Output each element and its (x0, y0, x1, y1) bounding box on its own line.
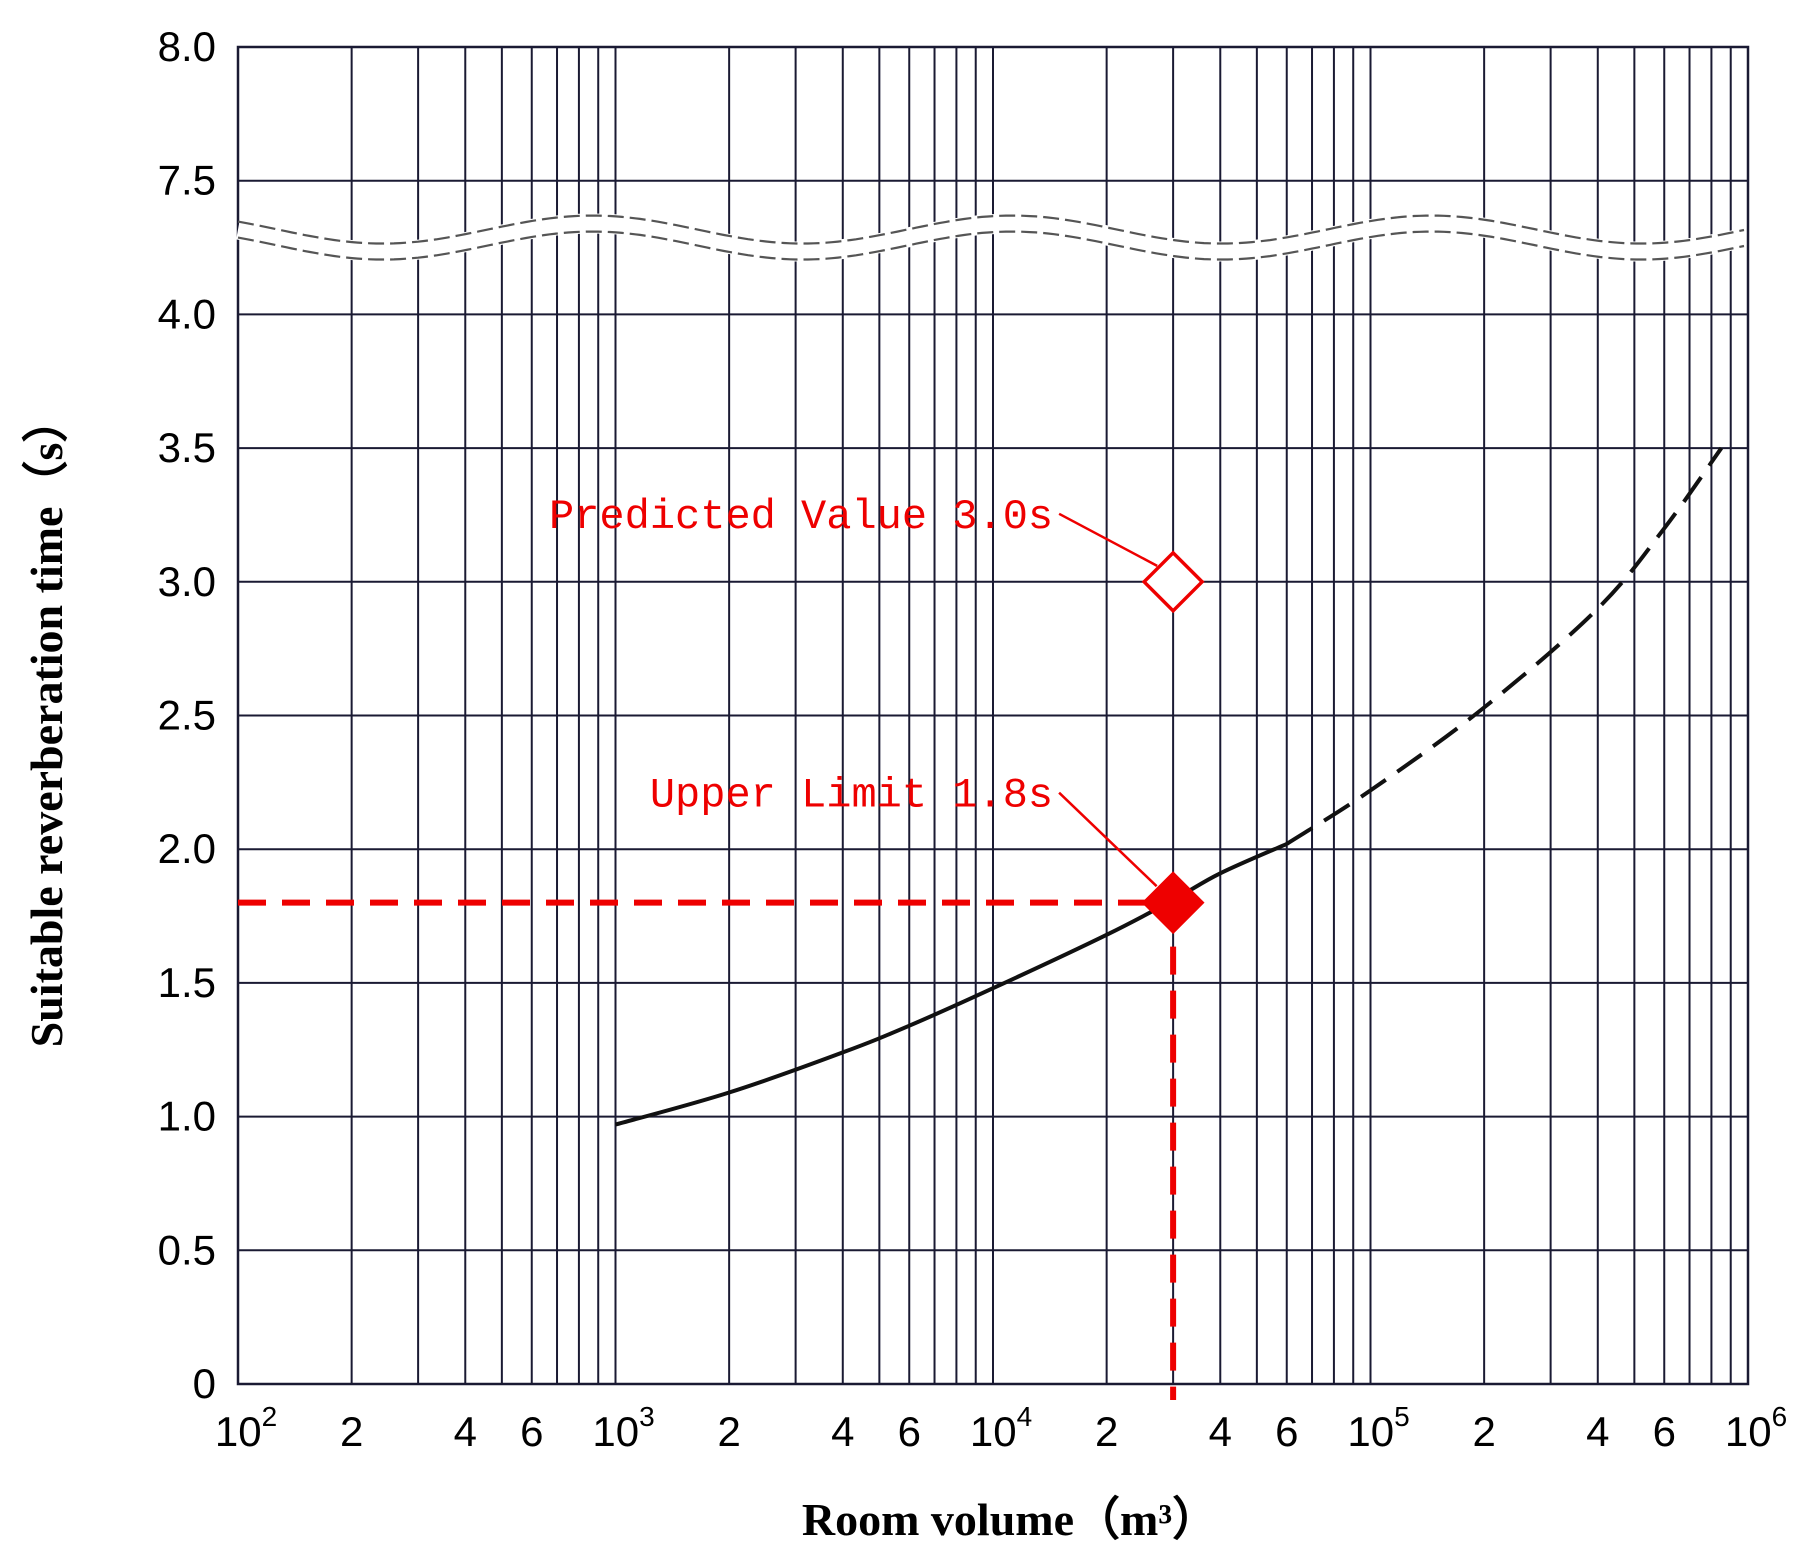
x-tick-label: 105 (1347, 1401, 1409, 1455)
x-axis-title: Room volume（m³） (802, 1494, 1218, 1545)
series-line-dashed (1285, 446, 1724, 846)
annotation-label: Upper Limit 1.8s (650, 772, 1053, 820)
marker-diamond-filled (1141, 871, 1205, 935)
x-tick-label: 2 (340, 1408, 363, 1455)
x-tick-label: 4 (454, 1408, 477, 1455)
x-tick-label: 6 (520, 1408, 543, 1455)
y-tick-label: 0 (193, 1360, 216, 1407)
x-tick-label: 104 (970, 1401, 1032, 1455)
x-tick-label: 106 (1725, 1401, 1787, 1455)
x-tick-label: 102 (215, 1401, 277, 1455)
y-tick-label: 0.5 (158, 1226, 216, 1273)
x-tick-label: 4 (831, 1408, 854, 1455)
y-tick-label: 1.0 (158, 1093, 216, 1140)
y-tick-label: 2.0 (158, 825, 216, 872)
grid (236, 45, 1750, 1386)
y-tick-label: 2.5 (158, 692, 216, 739)
marker-diamond-open (1141, 550, 1205, 614)
y-axis-title: Suitable reverberation time（s） (21, 397, 72, 1048)
axis-break-band (236, 213, 1746, 262)
annotation-label: Predicted Value 3.0s (549, 493, 1053, 541)
series-line-solid (614, 842, 1288, 1127)
x-tick-label: 6 (898, 1408, 921, 1455)
y-tick-label: 3.5 (158, 424, 216, 471)
y-tick-label: 4.0 (158, 290, 216, 337)
plot-frame (236, 45, 1750, 1386)
axis-break-line-upper (237, 214, 1745, 245)
y-tick-labels: 0 0.5 1.0 1.5 2.0 2.5 3.0 3.5 4.0 7.5 8.0 (158, 23, 216, 1407)
annotation-leader-line (1058, 791, 1158, 888)
annotation-leader-line (1058, 512, 1158, 567)
annotations: Predicted Value 3.0s Upper Limit 1.8s (238, 493, 1205, 1400)
x-tick-labels: 102 2 4 6 103 2 4 6 104 2 4 6 105 2 4 6 106 (215, 1401, 1787, 1455)
x-tick-label: 2 (1095, 1408, 1118, 1455)
y-tick-label: 3.0 (158, 558, 216, 605)
series (614, 446, 1724, 1127)
y-tick-label: 1.5 (158, 959, 216, 1006)
y-tick-label: 7.5 (158, 157, 216, 204)
x-tick-label: 2 (1472, 1408, 1495, 1455)
y-tick-label: 8.0 (158, 23, 216, 70)
x-tick-label: 6 (1653, 1408, 1676, 1455)
x-tick-label: 6 (1275, 1408, 1298, 1455)
axis-break (236, 213, 1746, 262)
x-tick-label: 4 (1209, 1408, 1232, 1455)
axis-break-line-lower (237, 230, 1745, 261)
x-tick-label: 4 (1586, 1408, 1609, 1455)
x-tick-label: 103 (592, 1401, 654, 1455)
x-tick-label: 2 (717, 1408, 740, 1455)
